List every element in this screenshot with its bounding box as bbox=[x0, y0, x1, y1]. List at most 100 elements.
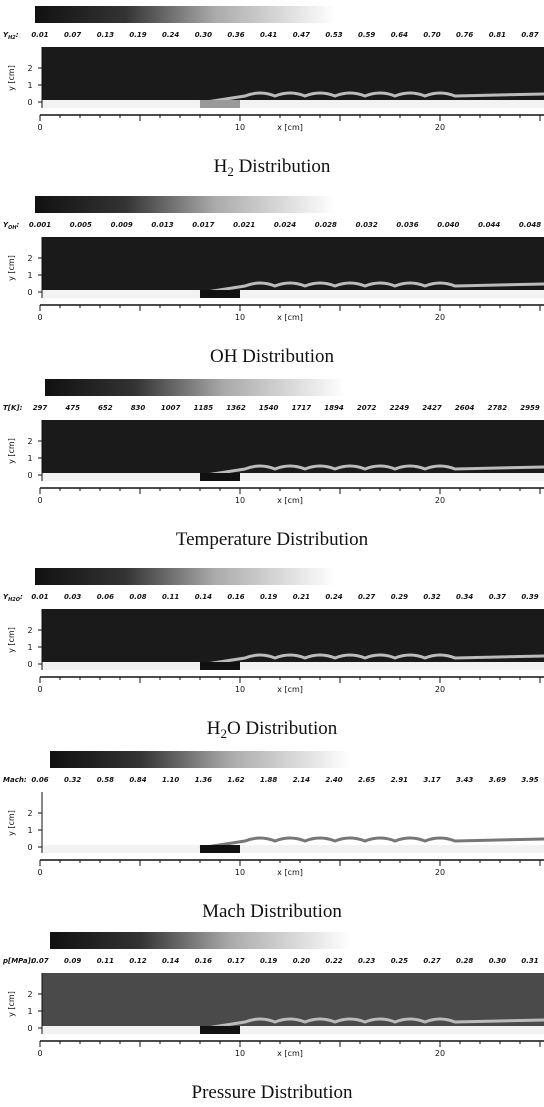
y-tick-label: 2 bbox=[27, 809, 32, 818]
y-axis-label: y [cm] bbox=[7, 255, 16, 281]
caption-part: H bbox=[214, 156, 228, 177]
colorbar-level: 3.17 bbox=[423, 776, 440, 784]
colorbar-label: Mach: bbox=[3, 776, 27, 784]
wall-strip bbox=[42, 100, 544, 108]
injector bbox=[200, 290, 240, 298]
colorbar-level: 0.14 bbox=[162, 957, 179, 965]
y-tick-label: 0 bbox=[27, 98, 32, 107]
colorbar-level: 1185 bbox=[194, 404, 214, 412]
shear-layer bbox=[199, 281, 544, 295]
colorbar bbox=[35, 196, 335, 213]
colorbar-level: 0.06 bbox=[31, 776, 48, 784]
colorbar-label: T[K]: bbox=[3, 404, 23, 412]
colorbar-level: 2.14 bbox=[293, 776, 310, 784]
y-axis-label: y [cm] bbox=[7, 627, 16, 653]
x-tick-label: 10 bbox=[235, 123, 245, 132]
colorbar-level: 0.41 bbox=[260, 31, 277, 39]
injector bbox=[200, 100, 240, 108]
colorbar-level: 0.013 bbox=[151, 221, 173, 229]
caption: H2 Distribution bbox=[214, 156, 331, 179]
colorbar-level: 0.21 bbox=[293, 593, 310, 601]
colorbar-level: 0.37 bbox=[489, 593, 506, 601]
y-tick-label: 2 bbox=[27, 626, 32, 635]
symbol: Y bbox=[3, 221, 9, 229]
colorbar-level: 0.028 bbox=[315, 221, 337, 229]
y-tick-label: 0 bbox=[27, 1024, 32, 1033]
colorbar-level: 0.17 bbox=[227, 957, 244, 965]
y-tick-label: 2 bbox=[27, 64, 32, 73]
colorbar-level: 2072 bbox=[357, 404, 377, 412]
panel: YH2: 0.01 0.07 0.13 0.19 0.24 0.30 0.36 0.41 0.47… bbox=[3, 6, 544, 179]
colorbar-level: 0.06 bbox=[97, 593, 114, 601]
colorbar-label: YH2O: bbox=[3, 593, 23, 603]
colorbar-level: 0.11 bbox=[162, 593, 179, 601]
colorbar-level: 0.16 bbox=[227, 593, 244, 601]
colorbar-level: 0.58 bbox=[97, 776, 114, 784]
wall-strip bbox=[42, 662, 544, 670]
colorbar-level: 2959 bbox=[520, 404, 540, 412]
x-axis-label: x [cm] bbox=[277, 496, 303, 505]
colorbar-level: 0.005 bbox=[70, 221, 92, 229]
colorbar-level: 2249 bbox=[390, 404, 410, 412]
colorbar-level: 0.64 bbox=[391, 31, 408, 39]
colorbar-level: 0.08 bbox=[129, 593, 146, 601]
y-tick-label: 2 bbox=[27, 437, 32, 446]
x-tick-label: 10 bbox=[235, 496, 245, 505]
symbol-sub: OH bbox=[8, 225, 17, 231]
colorbar-level: 2604 bbox=[455, 404, 475, 412]
colorbar-level: 0.036 bbox=[396, 221, 418, 229]
x-axis-label: x [cm] bbox=[277, 685, 303, 694]
colorbar-level: 0.34 bbox=[456, 593, 473, 601]
x-tick-label: 0 bbox=[37, 123, 42, 132]
colorbar-level: 1362 bbox=[226, 404, 246, 412]
y-tick-label: 2 bbox=[27, 254, 32, 263]
x-tick-label: 20 bbox=[435, 123, 445, 132]
colorbar-level: 0.36 bbox=[227, 31, 244, 39]
colon: : bbox=[17, 221, 20, 229]
symbol-sub: H2 bbox=[8, 35, 16, 41]
colorbar-level: 3.95 bbox=[521, 776, 538, 784]
x-tick-label: 10 bbox=[235, 868, 245, 877]
x-axis-label: x [cm] bbox=[277, 313, 303, 322]
caption: Mach Distribution bbox=[202, 901, 342, 922]
colorbar-level: 0.30 bbox=[195, 31, 212, 39]
shear-layer bbox=[199, 91, 544, 105]
y-tick-label: 1 bbox=[27, 826, 32, 835]
caption-part: 2 bbox=[227, 164, 234, 179]
colorbar-level: 0.12 bbox=[129, 957, 146, 965]
x-axis-label: x [cm] bbox=[277, 123, 303, 132]
y-axis-label: y [cm] bbox=[7, 438, 16, 464]
colorbar-label: YOH: bbox=[3, 221, 20, 231]
injector bbox=[200, 1026, 240, 1034]
colorbar-level: 0.01 bbox=[31, 31, 48, 39]
x-tick-label: 20 bbox=[435, 496, 445, 505]
x-tick-label: 10 bbox=[235, 313, 245, 322]
colorbar-level: 0.53 bbox=[325, 31, 342, 39]
caption-part: 2 bbox=[220, 726, 227, 741]
colorbar-level: 3.43 bbox=[456, 776, 473, 784]
colorbar-level: 0.001 bbox=[29, 221, 51, 229]
colorbar-level: 0.22 bbox=[325, 957, 342, 965]
colon: : bbox=[20, 593, 23, 601]
colorbar bbox=[35, 568, 335, 585]
caption: OH Distribution bbox=[210, 346, 335, 367]
colorbar-level: 0.021 bbox=[233, 221, 255, 229]
colorbar-level: 0.87 bbox=[521, 31, 538, 39]
colorbar-level: 0.70 bbox=[423, 31, 440, 39]
y-tick-label: 1 bbox=[27, 1007, 32, 1016]
x-axis-label: x [cm] bbox=[277, 868, 303, 877]
colorbar-level: 0.07 bbox=[64, 31, 81, 39]
colorbar bbox=[50, 932, 350, 949]
y-tick-label: 2 bbox=[27, 990, 32, 999]
symbol: Y bbox=[3, 593, 9, 601]
x-tick-label: 20 bbox=[435, 1049, 445, 1058]
colorbar-level: 652 bbox=[98, 404, 113, 412]
colorbar-level: 0.23 bbox=[358, 957, 375, 965]
shear-layer bbox=[199, 464, 544, 478]
shear-layer bbox=[199, 1017, 544, 1031]
y-tick-label: 1 bbox=[27, 81, 32, 90]
panel: T[K]: 297 475 652 830 1007 1185 1362 1540 1717 189… bbox=[3, 379, 544, 550]
colorbar-level: 0.24 bbox=[325, 593, 342, 601]
colorbar bbox=[45, 379, 345, 396]
